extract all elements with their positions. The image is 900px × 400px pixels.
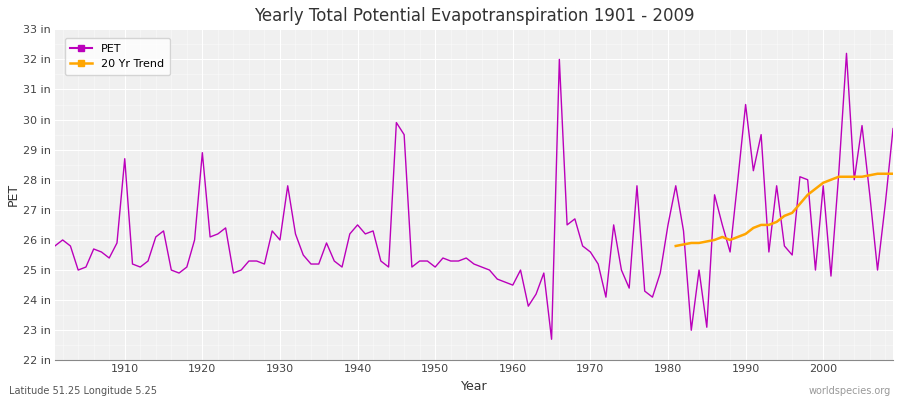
Y-axis label: PET: PET xyxy=(7,183,20,206)
X-axis label: Year: Year xyxy=(461,380,487,393)
Text: Latitude 51.25 Longitude 5.25: Latitude 51.25 Longitude 5.25 xyxy=(9,386,157,396)
Text: worldspecies.org: worldspecies.org xyxy=(809,386,891,396)
Legend: PET, 20 Yr Trend: PET, 20 Yr Trend xyxy=(65,38,170,75)
Title: Yearly Total Potential Evapotranspiration 1901 - 2009: Yearly Total Potential Evapotranspiratio… xyxy=(254,7,694,25)
